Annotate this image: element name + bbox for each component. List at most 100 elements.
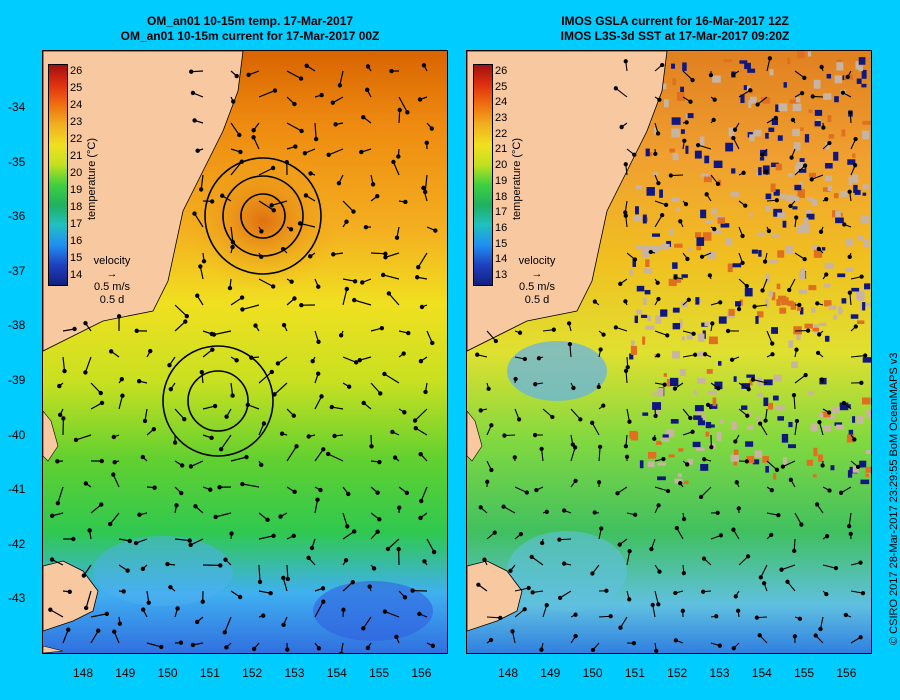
velocity-arrow-head — [501, 504, 506, 509]
velocity-arrow-head — [49, 513, 55, 518]
velocity-arrow-head — [188, 542, 193, 548]
velocity-arrow — [370, 252, 386, 255]
velocity-arrow-head — [371, 566, 377, 571]
sst-pixel — [856, 415, 864, 425]
velocity-arrow-head — [810, 94, 815, 99]
sst-pixel — [705, 421, 712, 429]
velocity-arrow-head — [217, 485, 222, 490]
sst-pixel — [752, 459, 760, 465]
velocity-arrow-head — [297, 221, 303, 226]
velocity-arrow-head — [209, 199, 215, 204]
velocity-arrow — [314, 601, 324, 618]
velocity-arrow-head — [339, 651, 344, 653]
velocity-arrow-head — [261, 613, 266, 618]
velocity-arrow-head — [478, 505, 483, 510]
velocity-arrow-head — [627, 548, 632, 554]
velocity-arrow-head — [698, 494, 704, 500]
velocity-arrow-head — [814, 502, 820, 507]
velocity-arrow-head — [117, 621, 123, 626]
velocity-arrow-head — [631, 641, 637, 646]
velocity-arrow-head — [790, 117, 796, 123]
velocity-arrow-head — [817, 332, 822, 337]
sst-pixel — [860, 479, 870, 485]
sst-pixel — [788, 421, 793, 428]
velocity-arrow-head — [391, 159, 396, 165]
sst-pixel — [733, 449, 739, 455]
velocity-arrow — [75, 434, 92, 441]
velocity-arrow — [258, 90, 276, 98]
velocity-arrow-head — [218, 563, 223, 568]
right-velocity-arrow-icon: → — [531, 268, 543, 280]
colorbar-tick: 16 — [70, 234, 83, 247]
sst-pixel — [720, 419, 725, 424]
sst-pixel — [635, 246, 645, 250]
velocity-arrow-head — [359, 149, 364, 155]
velocity-arrow-head — [536, 356, 542, 361]
sst-pixel — [629, 353, 634, 360]
sst-pixel — [788, 173, 793, 177]
velocity-arrow-head — [623, 444, 629, 449]
sst-pixel — [813, 447, 818, 457]
sst-pixel — [837, 273, 846, 278]
velocity-arrow-head — [627, 419, 632, 424]
velocity-arrow-head — [625, 365, 630, 370]
velocity-arrow-head — [364, 87, 370, 93]
sst-pixel — [630, 431, 639, 441]
sst-pixel — [757, 311, 764, 318]
velocity-arrow-head — [292, 489, 297, 495]
velocity-arrow — [174, 408, 185, 420]
velocity-arrow-head — [654, 648, 659, 653]
velocity-arrow-head — [304, 63, 309, 68]
velocity-arrow-head — [316, 339, 321, 345]
velocity-arrow-head — [561, 561, 567, 566]
sst-pixel — [853, 184, 858, 193]
velocity-arrow-head — [578, 417, 583, 422]
velocity-arrow-head — [198, 187, 204, 192]
velocity-arrow-head — [278, 514, 283, 519]
velocity-arrow-head — [251, 646, 257, 652]
sst-pixel — [704, 220, 714, 224]
velocity-arrow-head — [288, 227, 294, 232]
lon-label: 155 — [369, 666, 390, 680]
velocity-arrow-head — [632, 152, 637, 157]
velocity-arrow-head — [397, 107, 402, 113]
right-map — [467, 51, 871, 653]
velocity-arrow-head — [853, 136, 858, 142]
colorbar-tick: 16 — [495, 222, 508, 234]
sst-pixel — [732, 263, 742, 268]
sst-pixel — [846, 434, 855, 443]
velocity-arrow — [328, 148, 344, 156]
right-map-panel — [466, 50, 872, 654]
left-map-panel — [42, 50, 448, 654]
velocity-arrow-head — [623, 162, 628, 167]
sst-pixel — [671, 63, 676, 69]
sst-pixel — [676, 206, 680, 212]
sst-pixel — [712, 228, 722, 234]
sst-pixel — [643, 268, 653, 274]
sst-pixel — [827, 185, 832, 191]
sst-pixel — [811, 199, 818, 207]
sst-pixel — [770, 183, 776, 192]
sst-pixel — [710, 424, 715, 428]
colorbar-tick: 21 — [495, 143, 508, 156]
velocity-arrow-head — [845, 74, 850, 80]
sst-pixel — [795, 97, 801, 103]
velocity-arrow-head — [108, 349, 114, 354]
lon-label: 153 — [709, 666, 730, 680]
colorbar-tick: 22 — [70, 133, 83, 146]
velocity-arrow-head — [83, 605, 89, 611]
velocity-arrow — [781, 564, 796, 571]
velocity-arrow-head — [402, 595, 408, 600]
sst-pixel — [777, 135, 783, 141]
velocity-arrow-head — [289, 279, 294, 284]
sst-pixel — [863, 239, 869, 248]
velocity-arrow-head — [418, 452, 423, 457]
sst-pixel — [836, 424, 844, 430]
sst-pixel — [824, 300, 832, 307]
sst-pixel — [652, 392, 657, 396]
sst-pixel — [686, 334, 693, 340]
velocity-arrow-head — [707, 273, 713, 278]
velocity-arrow-head — [805, 328, 811, 333]
velocity-arrow-head — [48, 607, 53, 612]
velocity-arrow-head — [650, 602, 655, 607]
